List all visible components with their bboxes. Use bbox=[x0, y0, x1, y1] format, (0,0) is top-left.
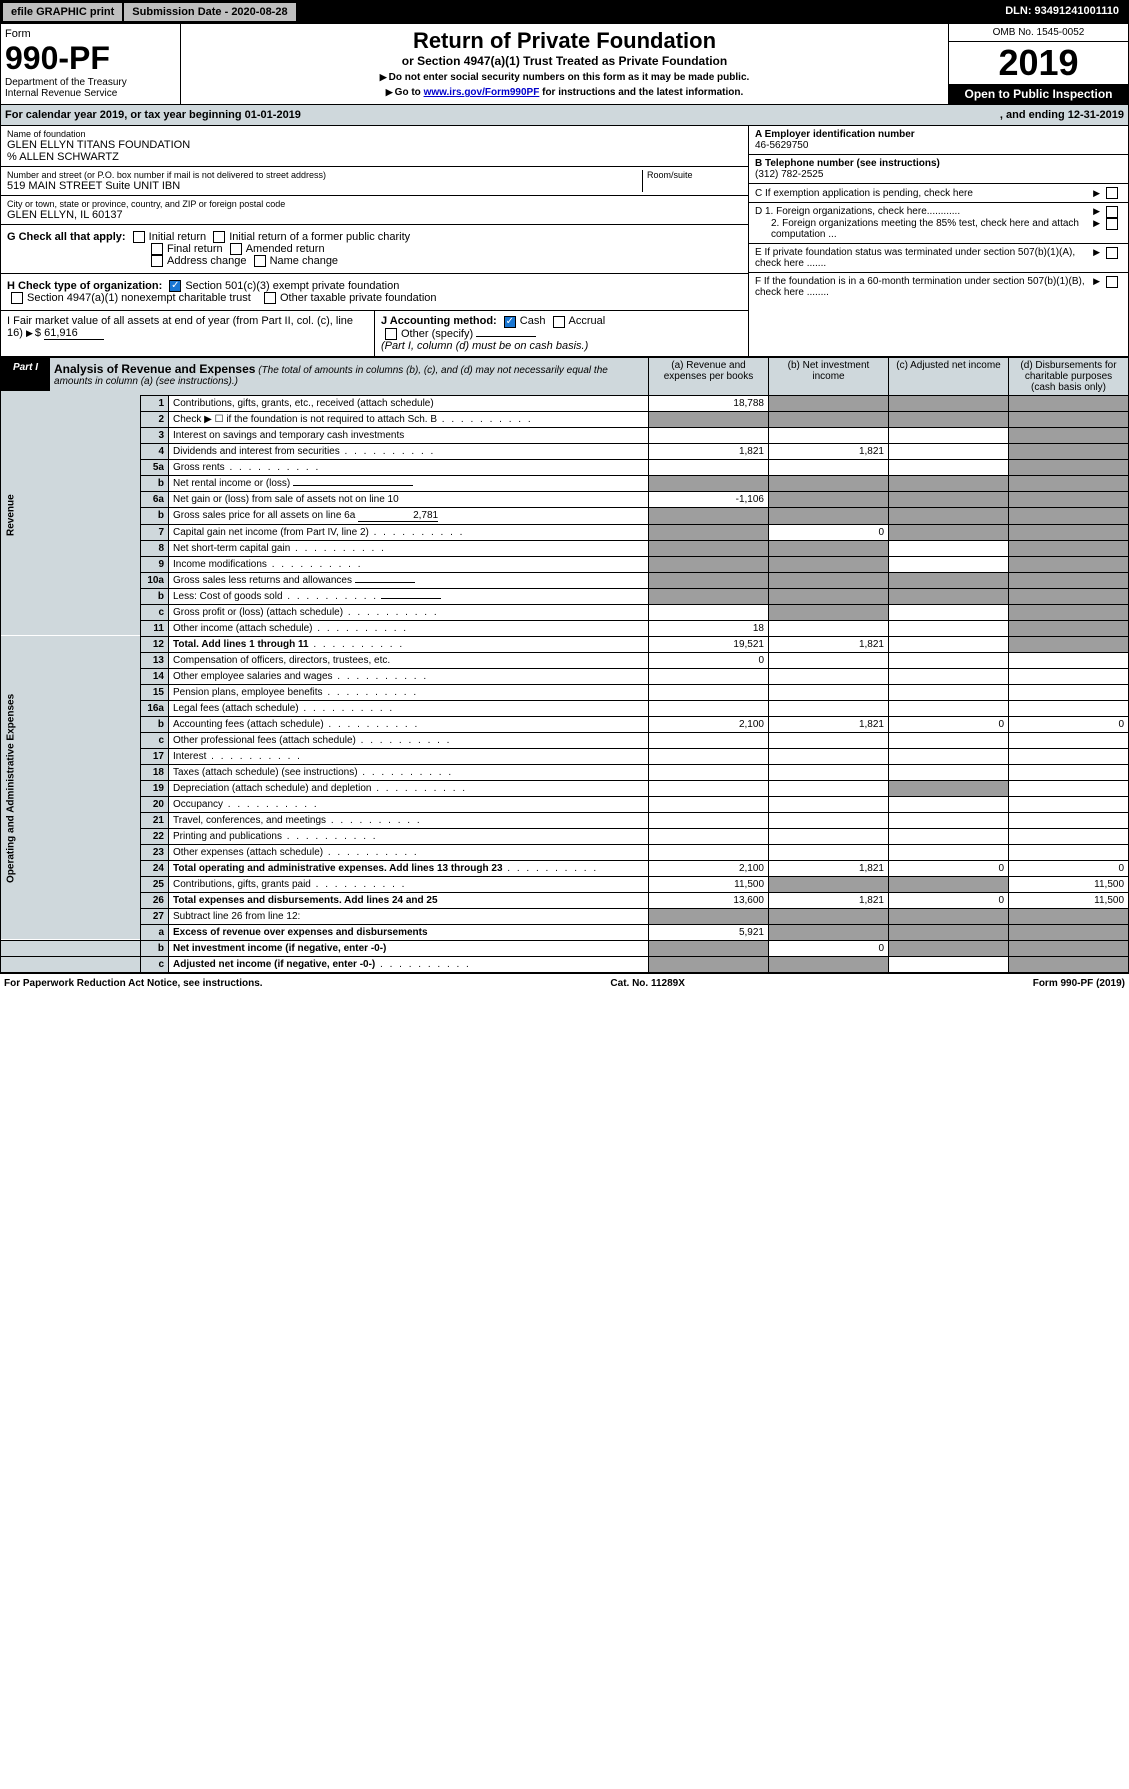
care-of: % ALLEN SCHWARTZ bbox=[7, 151, 742, 163]
cb-f[interactable] bbox=[1106, 276, 1118, 288]
dept: Department of the Treasury Internal Reve… bbox=[5, 77, 176, 99]
j-note: (Part I, column (d) must be on cash basi… bbox=[381, 340, 588, 352]
tax-year: 2019 bbox=[949, 42, 1128, 84]
cb-other-method[interactable] bbox=[385, 328, 397, 340]
ein: 46-5629750 bbox=[755, 140, 808, 151]
form-number: 990-PF bbox=[5, 40, 176, 77]
footer-mid: Cat. No. 11289X bbox=[610, 978, 684, 989]
cb-e[interactable] bbox=[1106, 247, 1118, 259]
a-label: A Employer identification number bbox=[755, 129, 915, 140]
foundation-name: GLEN ELLYN TITANS FOUNDATION bbox=[7, 139, 742, 151]
city: GLEN ELLYN, IL 60137 bbox=[7, 209, 742, 221]
form-title: Return of Private Foundation bbox=[185, 28, 944, 54]
footer-left: For Paperwork Reduction Act Notice, see … bbox=[4, 978, 263, 989]
room-label: Room/suite bbox=[647, 170, 742, 180]
open-to-public: Open to Public Inspection bbox=[949, 84, 1128, 104]
calendar-row: For calendar year 2019, or tax year begi… bbox=[0, 105, 1129, 126]
h-label: H Check type of organization: bbox=[7, 280, 162, 292]
identity-block: Name of foundation GLEN ELLYN TITANS FOU… bbox=[0, 126, 1129, 357]
f-label: F If the foundation is in a 60-month ter… bbox=[755, 276, 1093, 298]
omb: OMB No. 1545-0052 bbox=[949, 24, 1128, 42]
col-a-hdr: (a) Revenue and expenses per books bbox=[649, 357, 769, 395]
efile-button[interactable]: efile GRAPHIC print bbox=[2, 2, 123, 22]
instr-2: Go to www.irs.gov/Form990PF for instruct… bbox=[185, 87, 944, 98]
instr-link[interactable]: www.irs.gov/Form990PF bbox=[424, 87, 540, 98]
cb-d2[interactable] bbox=[1106, 218, 1118, 230]
c-label: C If exemption application is pending, c… bbox=[755, 188, 1093, 199]
cb-final[interactable] bbox=[151, 243, 163, 255]
address: 519 MAIN STREET Suite UNIT IBN bbox=[7, 180, 642, 192]
footer-right: Form 990-PF (2019) bbox=[1033, 978, 1125, 989]
spacer bbox=[297, 2, 998, 22]
col-b-hdr: (b) Net investment income bbox=[769, 357, 889, 395]
form-subtitle: or Section 4947(a)(1) Trust Treated as P… bbox=[185, 54, 944, 68]
j-label: J Accounting method: bbox=[381, 315, 497, 327]
city-label: City or town, state or province, country… bbox=[7, 199, 742, 209]
addr-label: Number and street (or P.O. box number if… bbox=[7, 170, 642, 180]
footer: For Paperwork Reduction Act Notice, see … bbox=[0, 973, 1129, 993]
d1-label: D 1. Foreign organizations, check here..… bbox=[755, 206, 1093, 218]
cb-cash[interactable] bbox=[504, 316, 516, 328]
instr-1: Do not enter social security numbers on … bbox=[185, 72, 944, 83]
e-label: E If private foundation status was termi… bbox=[755, 247, 1093, 269]
g-label: G Check all that apply: bbox=[7, 231, 126, 243]
form-header: Form 990-PF Department of the Treasury I… bbox=[0, 24, 1129, 105]
cb-c[interactable] bbox=[1106, 187, 1118, 199]
cb-amended[interactable] bbox=[230, 243, 242, 255]
part1-table: Part I Analysis of Revenue and Expenses … bbox=[0, 357, 1129, 973]
expenses-label: Operating and Administrative Expenses bbox=[1, 636, 141, 940]
name-label: Name of foundation bbox=[7, 129, 742, 139]
col-d-hdr: (d) Disbursements for charitable purpose… bbox=[1009, 357, 1129, 395]
i-value: 61,916 bbox=[44, 327, 104, 340]
cb-d1[interactable] bbox=[1106, 206, 1118, 218]
phone: (312) 782-2525 bbox=[755, 169, 823, 180]
cb-4947[interactable] bbox=[11, 292, 23, 304]
cb-501c3[interactable] bbox=[169, 280, 181, 292]
cb-initial-former[interactable] bbox=[213, 231, 225, 243]
cb-accrual[interactable] bbox=[553, 316, 565, 328]
d2-label: 2. Foreign organizations meeting the 85%… bbox=[755, 218, 1093, 240]
revenue-label: Revenue bbox=[1, 395, 141, 636]
cb-name[interactable] bbox=[254, 255, 266, 267]
part1-tab: Part I bbox=[1, 358, 50, 391]
form-label: Form bbox=[5, 28, 176, 40]
submission-date: Submission Date - 2020-08-28 bbox=[123, 2, 296, 22]
dln: DLN: 93491241001110 bbox=[997, 2, 1127, 22]
cb-other-tax[interactable] bbox=[264, 292, 276, 304]
cb-address[interactable] bbox=[151, 255, 163, 267]
topbar: efile GRAPHIC print Submission Date - 20… bbox=[0, 0, 1129, 24]
cb-initial[interactable] bbox=[133, 231, 145, 243]
col-c-hdr: (c) Adjusted net income bbox=[889, 357, 1009, 395]
b-label: B Telephone number (see instructions) bbox=[755, 158, 940, 169]
